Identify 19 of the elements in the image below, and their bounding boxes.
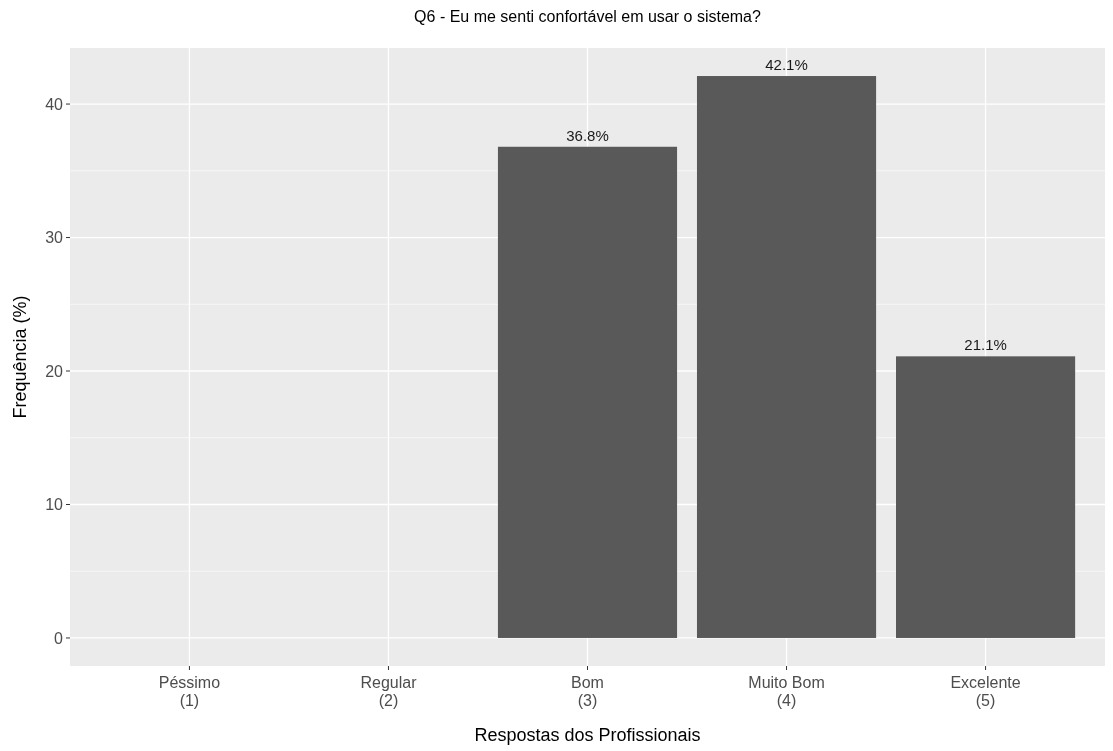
x-tick-label: Bom (3) <box>571 674 604 709</box>
y-tick-label: 20 <box>45 362 64 380</box>
x-tick-label: Péssimo (1) <box>158 674 221 709</box>
y-axis-title: Frequência (%) <box>10 295 30 419</box>
x-tick-label: Regular (2) <box>360 674 418 709</box>
data-label: 36.8% <box>566 126 609 144</box>
data-label: 21.1% <box>964 336 1007 354</box>
y-tick-label: 0 <box>54 629 64 647</box>
y-tick-label: 40 <box>45 95 64 113</box>
bar <box>896 356 1076 638</box>
y-tick-label: 30 <box>45 229 64 247</box>
data-label: 42.1% <box>765 56 808 74</box>
x-axis-title: Respostas dos Profissionais <box>474 725 701 745</box>
bar <box>497 146 678 638</box>
chart-title: Q6 - Eu me senti confortável em usar o sistema? <box>414 8 762 25</box>
y-tick-label: 10 <box>45 496 64 514</box>
x-tick-label: Muito Bom (4) <box>748 674 825 709</box>
bar <box>696 76 877 638</box>
x-tick-label: Excelente (5) <box>950 674 1021 709</box>
